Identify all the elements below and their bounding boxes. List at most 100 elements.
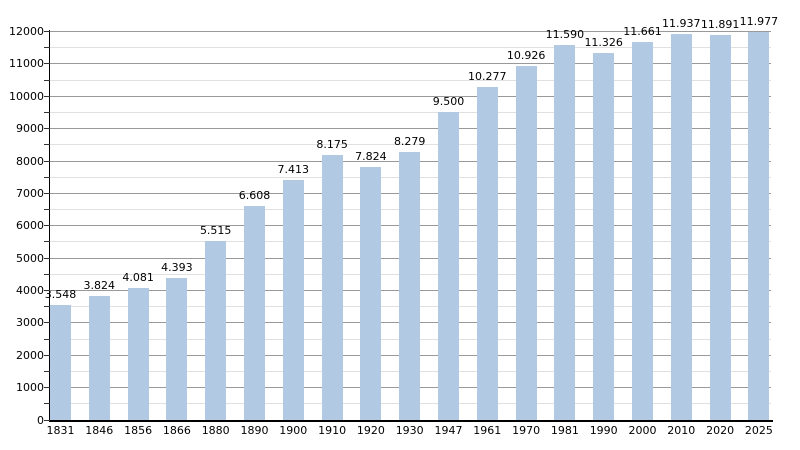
y-axis-tick [44, 290, 50, 291]
bar [166, 277, 188, 420]
bar-value-label: 7.824 [355, 149, 387, 163]
bar-value-label: 4.393 [161, 260, 193, 274]
y-axis-tick [44, 95, 50, 97]
y-axis-label: 7000 [16, 186, 44, 200]
bar-value-label: 8.175 [316, 138, 348, 152]
y-axis-tick [44, 306, 50, 308]
y-axis-tick [44, 63, 50, 65]
bar [88, 296, 110, 420]
x-axis-label: 1930 [395, 424, 424, 437]
y-axis-label: 4000 [16, 284, 44, 297]
bar [515, 66, 537, 420]
y-axis-tick [44, 128, 50, 130]
x-axis-line [48, 420, 773, 422]
x-axis-label: 1961 [473, 424, 502, 437]
bar [360, 166, 382, 420]
x-axis-label: 1981 [550, 424, 579, 437]
y-axis-label: 6000 [16, 219, 44, 233]
bar-value-label: 11.977 [739, 15, 779, 29]
x-axis-label: 1846 [85, 424, 114, 437]
y-axis-label: 1000 [16, 381, 44, 395]
gridline-minor [49, 111, 771, 113]
x-axis-label: 2000 [628, 424, 657, 437]
bar [438, 112, 459, 420]
bar-value-label: 6.608 [238, 189, 271, 203]
y-axis-tick [44, 176, 50, 178]
y-axis-label: 2000 [16, 348, 44, 362]
bar-value-label: 11.891 [700, 18, 740, 32]
bar [670, 33, 692, 420]
bar-value-label: 5.515 [199, 224, 232, 238]
x-axis-label: 2025 [744, 424, 773, 437]
y-axis-line [48, 29, 51, 422]
bar-value-label: 11.661 [623, 25, 662, 39]
bar [593, 53, 615, 420]
y-axis-tick [44, 370, 50, 372]
x-axis-label: 1910 [318, 424, 347, 437]
gridline-major [49, 95, 771, 97]
gridline-major [49, 63, 771, 65]
x-axis-label: 2010 [667, 424, 696, 437]
bar [476, 87, 498, 420]
y-axis-label: 5000 [16, 251, 44, 265]
y-axis-label: 8000 [16, 154, 44, 168]
y-axis-label: 12000 [9, 25, 44, 38]
x-axis-label: 1856 [124, 424, 153, 437]
bar-value-label: 4.081 [122, 270, 154, 284]
bar-value-label: 10.926 [506, 49, 546, 63]
bar [205, 241, 227, 420]
gridline-minor [49, 79, 771, 81]
x-axis-label: 1970 [512, 424, 541, 437]
y-axis-tick [44, 419, 50, 421]
y-axis-label: 3000 [16, 316, 44, 330]
y-axis-tick [44, 257, 50, 259]
x-axis-label: 1880 [201, 424, 230, 437]
y-axis-tick [44, 241, 50, 243]
bar-value-label: 10.277 [468, 70, 507, 84]
y-axis-tick [44, 322, 50, 324]
bar [399, 151, 421, 420]
y-axis-label: 11000 [9, 57, 44, 71]
y-axis-tick [44, 79, 50, 81]
x-axis-label: 1947 [434, 424, 463, 437]
bar [50, 305, 71, 420]
gridline-major [49, 31, 771, 32]
bar-value-label: 3.824 [83, 279, 116, 293]
y-axis-label: 10000 [9, 89, 44, 103]
bar [632, 42, 653, 420]
y-axis-tick [44, 111, 50, 113]
bar [282, 180, 304, 420]
bar-value-label: 9.500 [432, 95, 465, 109]
bar-value-label: 3.548 [44, 288, 77, 302]
bar-value-label: 11.590 [545, 27, 585, 41]
y-axis-tick [44, 144, 50, 146]
y-axis-tick [44, 354, 50, 356]
bar-value-label: 11.937 [662, 16, 701, 30]
bar [554, 44, 576, 420]
y-axis-tick [44, 31, 50, 32]
gridline-major [49, 128, 771, 130]
y-axis-tick [44, 160, 50, 162]
y-axis-label: 9000 [16, 122, 44, 136]
bar [321, 155, 343, 420]
y-axis-tick [44, 47, 50, 49]
y-axis-tick [44, 403, 50, 405]
bar-value-label: 7.413 [277, 163, 310, 176]
bar [748, 32, 770, 420]
y-axis-tick [44, 225, 50, 227]
y-axis-tick [44, 338, 50, 340]
x-axis-label: 1890 [240, 424, 269, 437]
x-axis-label: 1900 [279, 424, 308, 437]
y-axis-label: 0 [37, 413, 44, 427]
x-axis-label: 1866 [162, 424, 191, 437]
y-axis-tick [44, 273, 50, 275]
gridline-minor [49, 144, 771, 146]
x-axis-label: 1831 [46, 424, 75, 437]
y-axis-tick [44, 192, 50, 194]
x-axis-label: 2020 [706, 424, 735, 437]
gridline-minor [49, 47, 771, 49]
bar-value-label: 11.326 [584, 36, 623, 50]
bar [709, 35, 731, 420]
